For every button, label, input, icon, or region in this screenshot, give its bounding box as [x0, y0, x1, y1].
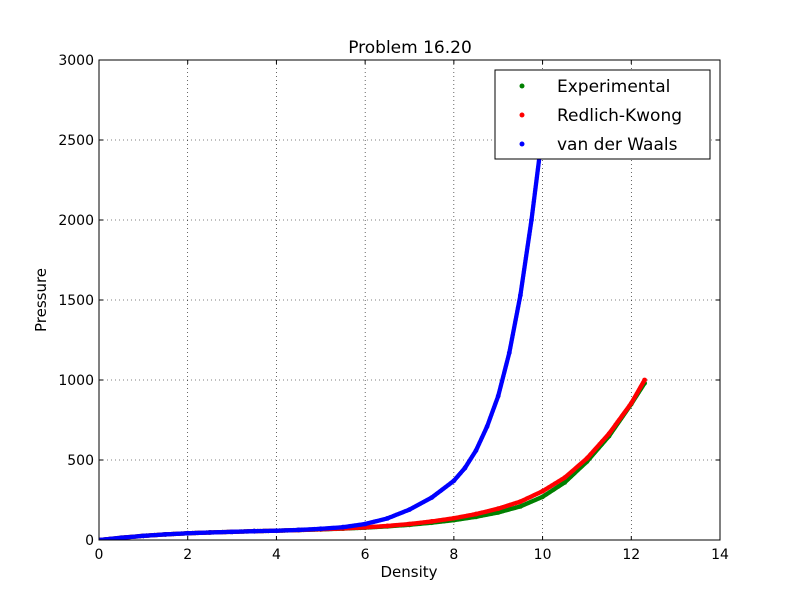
- grid: [99, 60, 720, 540]
- legend: Experimental Redlich-Kwong van der Waals: [494, 69, 711, 160]
- x-tick-label: 6: [361, 547, 370, 563]
- y-tick-label: 1500: [58, 293, 94, 309]
- y-tick-label: 2000: [58, 213, 94, 229]
- x-tick-label: 2: [183, 547, 192, 563]
- legend-marker: [519, 141, 525, 147]
- y-tick-label: 3000: [58, 53, 94, 69]
- data-points: [99, 129, 647, 540]
- y-axis-label: Pressure: [32, 268, 50, 332]
- legend-marker: [519, 83, 525, 89]
- x-tick-label: 12: [622, 547, 640, 563]
- x-tick-label: 8: [449, 547, 458, 563]
- legend-marker: [519, 112, 525, 118]
- y-tick-label: 2500: [58, 133, 94, 149]
- legend-label: Experimental: [557, 77, 670, 97]
- chart-title: Problem 16.20: [348, 38, 472, 58]
- ticks: 0 2 4 6 8 10 12 14 0 500 1000 1500 2000 2500 3000: [58, 53, 729, 563]
- x-tick-label: 14: [711, 547, 729, 563]
- y-tick-label: 1000: [58, 373, 94, 389]
- x-tick-label: 4: [272, 547, 281, 563]
- legend-frame: [494, 69, 711, 160]
- legend-label: Redlich-Kwong: [557, 106, 682, 126]
- series-van-der-waals: [99, 129, 545, 540]
- x-tick-label: 10: [534, 547, 552, 563]
- data-point: [642, 377, 647, 383]
- x-tick-label: 0: [95, 547, 104, 563]
- y-tick-label: 500: [67, 453, 94, 469]
- y-tick-label: 0: [85, 533, 94, 549]
- legend-label: van der Waals: [557, 135, 678, 155]
- x-axis-label: Density: [380, 563, 437, 581]
